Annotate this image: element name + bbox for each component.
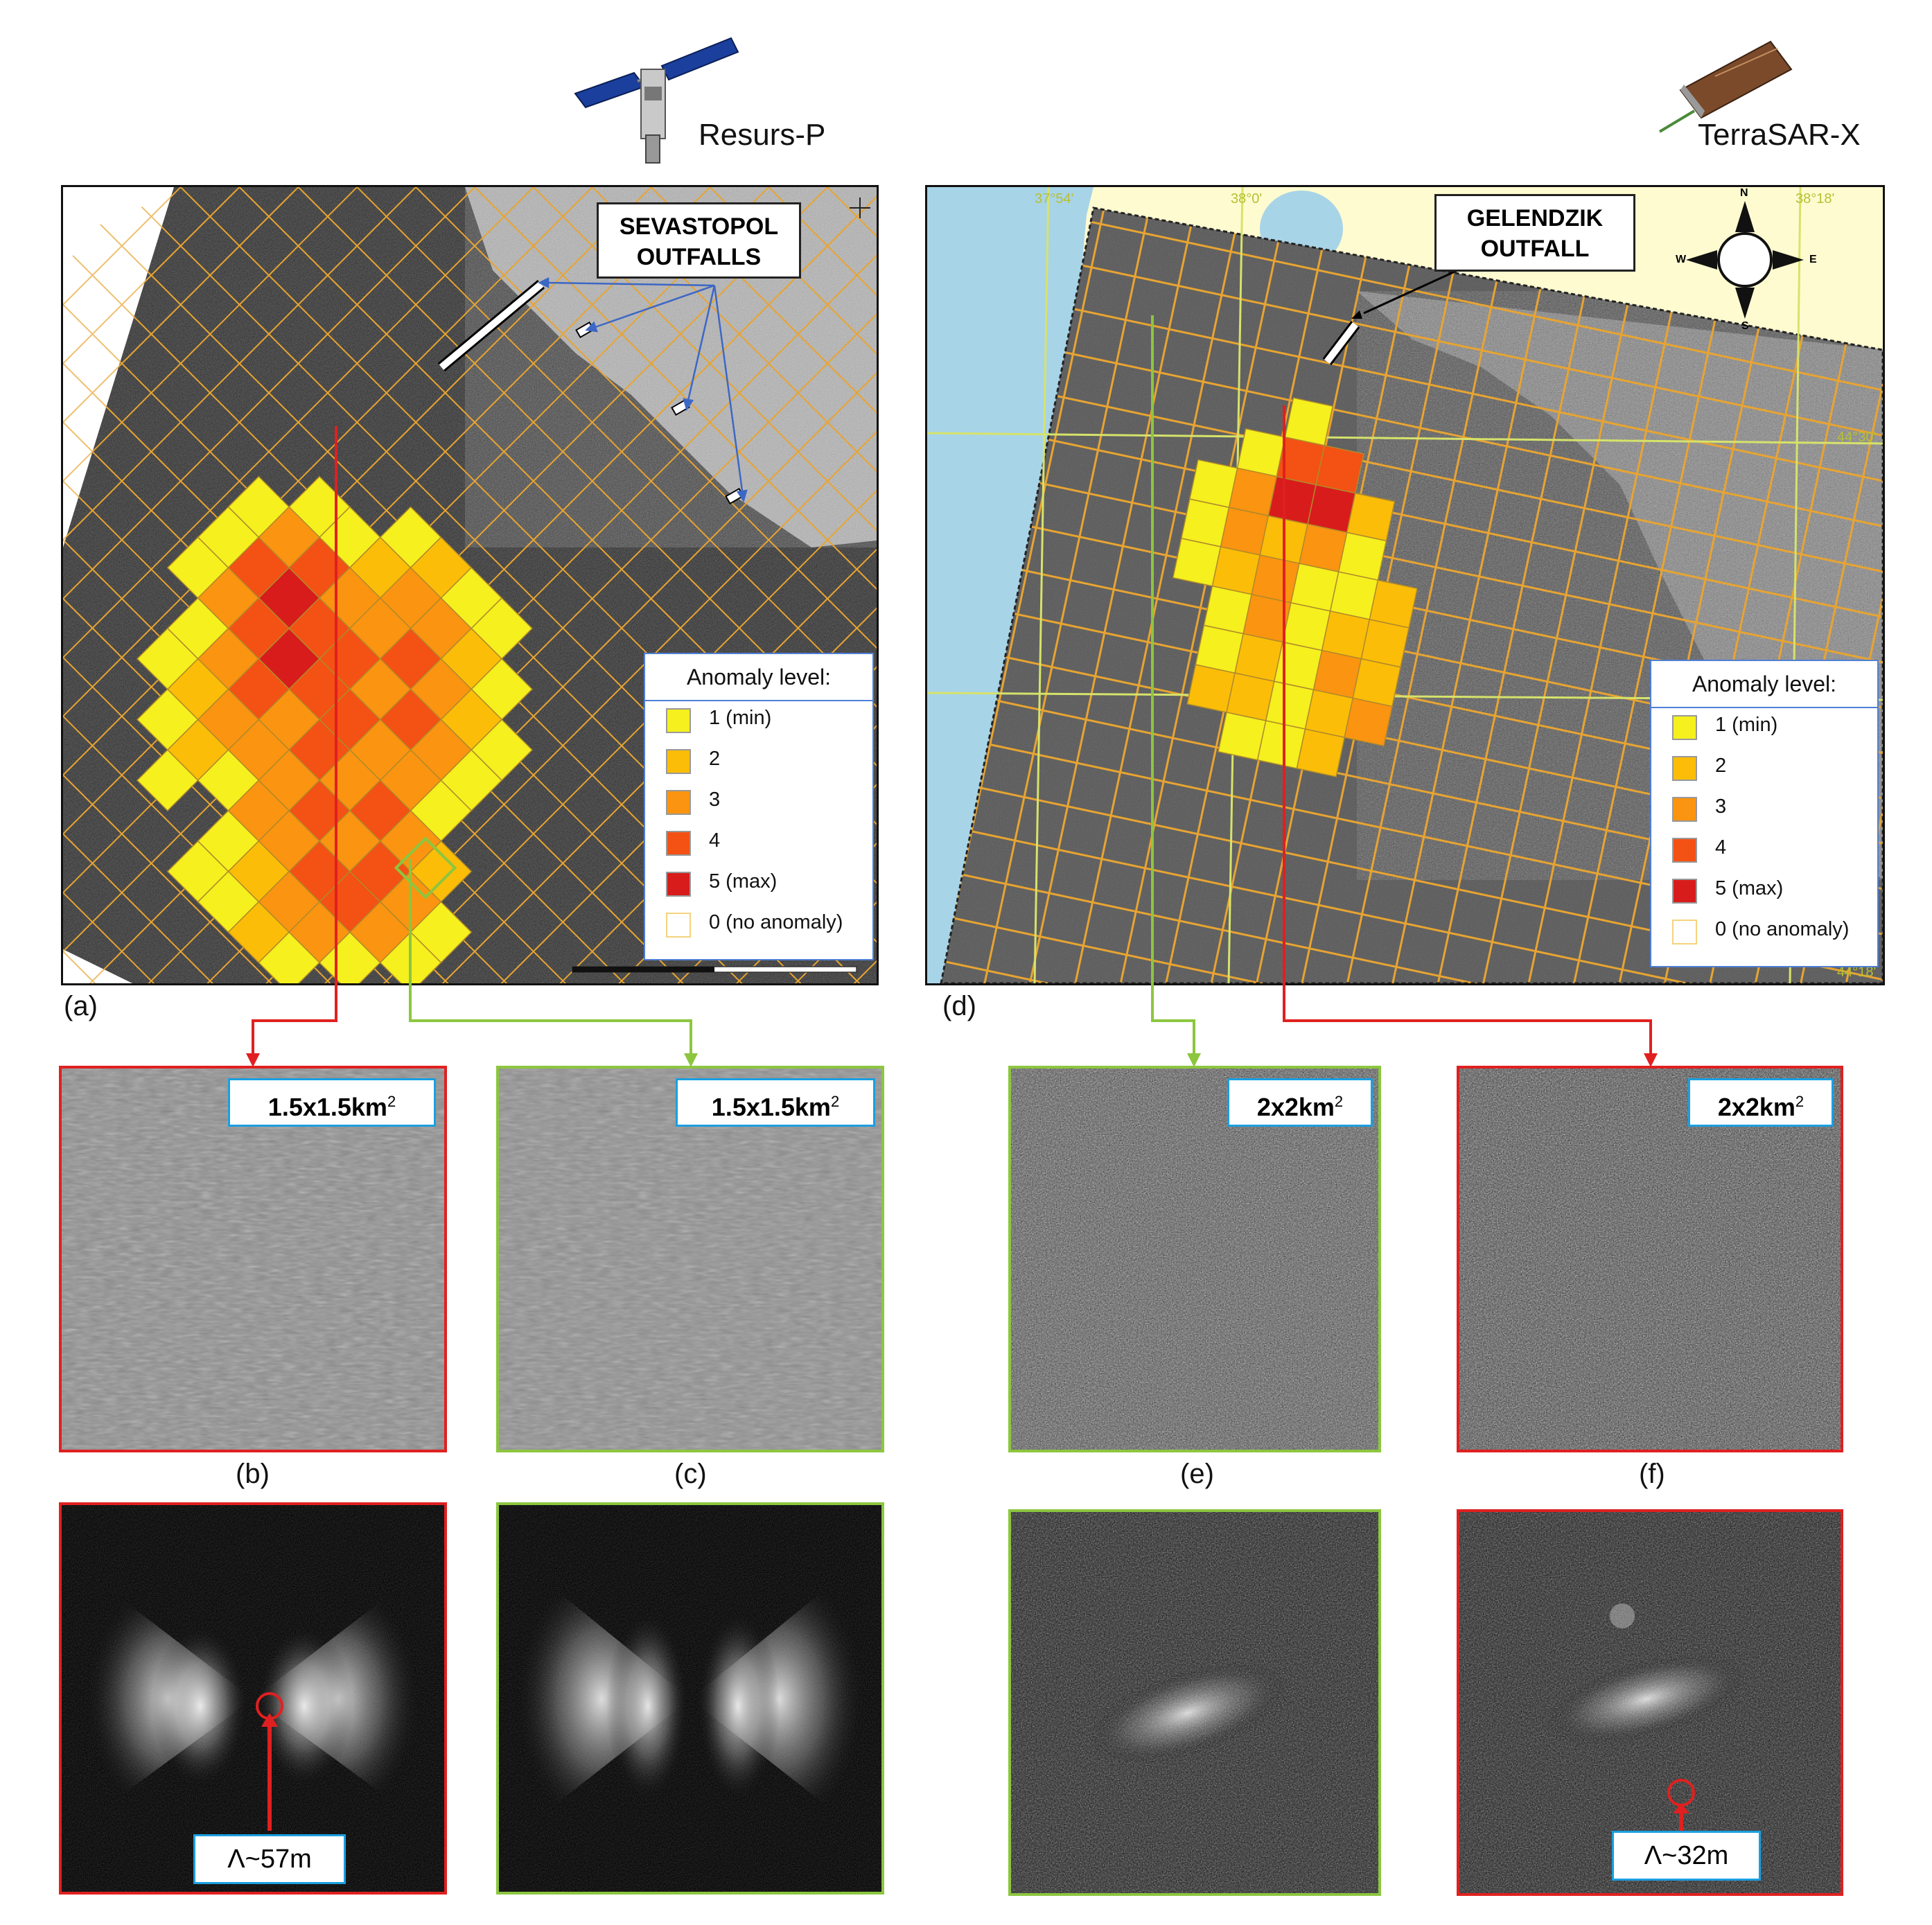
legend-label: 5 (max) <box>1715 877 1784 899</box>
legend-label: 0 (no anomaly) <box>709 911 843 933</box>
legend-row: 0 (no anomaly) <box>1651 913 1877 953</box>
coord-label-5: 44°18' <box>1837 965 1877 980</box>
callout-line-2: OUTFALLS <box>636 244 762 270</box>
patch-c: 1.5x1.5km2 <box>496 1066 884 1452</box>
legend-row: 2 <box>1651 749 1877 790</box>
scale-text: 2x2km <box>1256 1093 1335 1121</box>
map-gelendzik: 37°54' 38°0' 38°18' 44°30' 44°18' N S W … <box>925 185 1885 985</box>
legend-label: 4 <box>709 829 721 852</box>
scale-label-f: 2x2km2 <box>1688 1078 1834 1127</box>
sevastopol-callout: SEVASTOPOL OUTFALLS <box>597 202 801 279</box>
panel-label-c: (c) <box>674 1459 707 1489</box>
legend-row: 1 (min) <box>645 701 872 742</box>
spectrum-e <box>1008 1509 1381 1896</box>
legend-label: 0 (no anomaly) <box>1715 918 1850 940</box>
callout-line-1: SEVASTOPOL <box>619 213 779 240</box>
legend-body: 1 (min) 2 3 4 5 (max) 0 (no anomaly) <box>1651 708 1877 953</box>
anomaly-cell <box>1296 728 1346 777</box>
scale-sup: 2 <box>1334 1093 1344 1110</box>
legend-swatch <box>666 831 691 856</box>
spectrum-b: Λ~57m <box>59 1502 447 1895</box>
legend-title: Anomaly level: <box>645 654 872 701</box>
legend-row: 5 (max) <box>645 865 872 906</box>
spectrum-c <box>496 1502 884 1895</box>
satellite-resurs-icon <box>574 37 739 164</box>
legend-row: 4 <box>1651 831 1877 872</box>
legend-row: 3 <box>645 783 872 824</box>
compass-e: E <box>1809 254 1817 265</box>
legend-a: Anomaly level: 1 (min) 2 3 4 5 (max) 0 (no an… <box>644 653 874 960</box>
patch-b: 1.5x1.5km2 <box>59 1066 447 1452</box>
legend-row: 4 <box>645 824 872 865</box>
panel-label-d: (d) <box>942 991 976 1021</box>
spectrum-f: Λ~32m <box>1457 1509 1843 1896</box>
legend-swatch <box>1672 797 1697 822</box>
satellite-name-terrasar: TerraSAR-X <box>1698 118 1861 152</box>
legend-label: 3 <box>1715 796 1727 818</box>
anomaly-cell <box>136 749 199 811</box>
legend-row: 5 (max) <box>1651 872 1877 913</box>
legend-label: 2 <box>709 748 721 770</box>
patch-e: 2x2km2 <box>1008 1066 1381 1452</box>
callout-line-1: GELENDZIK <box>1466 205 1604 231</box>
callout-line-2: OUTFALL <box>1480 236 1590 262</box>
legend-row: 2 <box>645 742 872 783</box>
legend-label: 1 (min) <box>1715 714 1778 736</box>
coord-label-1: 37°54' <box>1035 191 1074 206</box>
legend-label: 5 (max) <box>709 870 778 893</box>
legend-swatch <box>1672 879 1697 904</box>
scale-sup: 2 <box>1795 1093 1804 1110</box>
legend-row: 3 <box>1651 790 1877 831</box>
compass-n: N <box>1740 187 1748 199</box>
legend-title: Anomaly level: <box>1651 661 1877 708</box>
map-sevastopol: SEVASTOPOL OUTFALLS Anomaly level: 1 (mi… <box>61 185 879 985</box>
scale-text: 1.5x1.5km <box>267 1093 387 1121</box>
legend-label: 3 <box>709 789 721 811</box>
panel-label-f: (f) <box>1639 1459 1665 1489</box>
gelendzik-callout: GELENDZIK OUTFALL <box>1434 194 1635 272</box>
satellite-terrasar-icon <box>1658 40 1793 133</box>
connector-lines <box>246 315 1658 1067</box>
legend-label: 1 (min) <box>709 707 772 729</box>
anomaly-cell <box>318 931 381 983</box>
panel-label-a: (a) <box>64 991 98 1021</box>
scale-label-c: 1.5x1.5km2 <box>676 1078 875 1127</box>
panel-label-e: (e) <box>1180 1459 1214 1489</box>
legend-label: 2 <box>1715 755 1727 777</box>
coord-label-2: 38°0' <box>1231 191 1263 206</box>
legend-row: 0 (no anomaly) <box>645 906 872 947</box>
legend-swatch <box>666 749 691 774</box>
scale-text: 1.5x1.5km <box>711 1093 831 1121</box>
coord-label-3: 38°18' <box>1795 191 1835 206</box>
legend-swatch <box>666 790 691 815</box>
compass-s: S <box>1741 320 1749 332</box>
legend-swatch <box>1672 920 1697 944</box>
patch-f: 2x2km2 <box>1457 1066 1843 1452</box>
legend-row: 1 (min) <box>1651 708 1877 749</box>
legend-swatch <box>666 913 691 938</box>
scale-text: 2x2km <box>1717 1093 1795 1121</box>
scale-label-b: 1.5x1.5km2 <box>228 1078 436 1127</box>
legend-swatch <box>1672 838 1697 863</box>
coord-label-4: 44°30' <box>1837 430 1877 445</box>
wavelength-label-b: Λ~57m <box>193 1834 346 1884</box>
compass-w: W <box>1676 254 1687 265</box>
scale-sup: 2 <box>830 1093 840 1110</box>
panel-label-b: (b) <box>236 1459 270 1489</box>
wavelength-label-f: Λ~32m <box>1612 1831 1761 1881</box>
anomaly-cell <box>258 931 321 983</box>
anomaly-cell <box>1344 697 1393 747</box>
legend-swatch <box>1672 756 1697 781</box>
legend-swatch <box>1672 715 1697 740</box>
legend-swatch <box>666 708 691 733</box>
legend-body: 1 (min) 2 3 4 5 (max) 0 (no anomaly) <box>645 701 872 947</box>
scale-sup: 2 <box>387 1093 396 1110</box>
legend-swatch <box>666 872 691 897</box>
scale-label-e: 2x2km2 <box>1227 1078 1373 1127</box>
satellite-name-resurs: Resurs-P <box>699 118 826 152</box>
legend-label: 4 <box>1715 836 1727 859</box>
legend-d: Anomaly level: 1 (min) 2 3 4 5 (max) 0 (no an… <box>1650 660 1879 967</box>
